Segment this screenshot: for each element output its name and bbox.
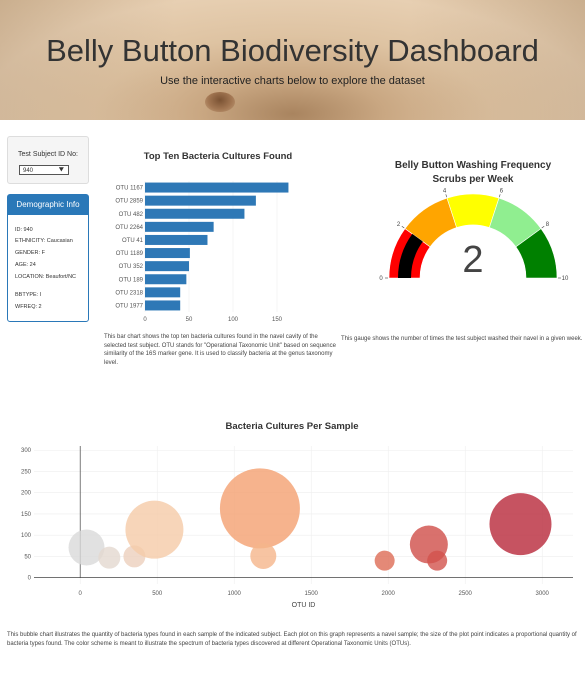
demo-location: LOCATION: Beaufort/NC bbox=[15, 274, 77, 280]
bubble-x-tick: 1000 bbox=[228, 591, 242, 597]
gauge-tick bbox=[445, 194, 448, 198]
bubble-chart-caption: This bubble chart illustrates the quanti… bbox=[7, 632, 577, 647]
selector-label: Test Subject ID No: bbox=[18, 151, 78, 158]
bar-category-label: OTU 189 bbox=[119, 277, 144, 283]
bubble-y-tick: 50 bbox=[24, 554, 31, 560]
demographic-panel: Demographic Info ID: 940 ETHNICITY: Cauc… bbox=[7, 194, 89, 322]
page-title: Belly Button Biodiversity Dashboard bbox=[46, 33, 539, 68]
demo-age: AGE: 24 bbox=[15, 262, 36, 268]
bar-mark bbox=[145, 208, 245, 219]
bubble-y-tick: 200 bbox=[21, 491, 32, 497]
bubble-point bbox=[427, 550, 448, 571]
bar-mark bbox=[145, 221, 214, 232]
bar-mark bbox=[145, 234, 208, 245]
gauge-band bbox=[515, 228, 558, 279]
bubble-point bbox=[125, 500, 184, 559]
bubble-y-tick: 150 bbox=[21, 512, 32, 518]
bar-mark bbox=[145, 261, 189, 272]
bubble-x-tick: 2500 bbox=[459, 591, 473, 597]
bar-category-label: OTU 2264 bbox=[115, 225, 143, 231]
bar-x-tick: 150 bbox=[272, 317, 283, 323]
demo-gender: GENDER: F bbox=[15, 250, 45, 256]
bubble-chart-title: Bacteria Cultures Per Sample bbox=[225, 421, 359, 432]
gauge-tick bbox=[401, 226, 405, 229]
header-shading bbox=[0, 0, 585, 120]
bar-chart[interactable]: 0 50 100 150 OTU 1167 OTU 2859 OTU 482 OTU 2264… bbox=[100, 178, 320, 330]
bubble-point bbox=[98, 546, 121, 569]
gauge-tick-label: 0 bbox=[379, 276, 383, 282]
bubble-x-tick: 1500 bbox=[305, 591, 319, 597]
demo-ethnicity: ETHNICITY: Caucasian bbox=[15, 238, 73, 244]
selected-value: 940 bbox=[23, 168, 34, 174]
gauge-tick bbox=[498, 194, 501, 198]
bubble-point bbox=[250, 542, 277, 569]
bar-category-label: OTU 1167 bbox=[116, 186, 144, 192]
bar-x-tick: 100 bbox=[228, 317, 239, 323]
header-banner: Belly Button Biodiversity Dashboard Use … bbox=[0, 0, 585, 120]
bar-x-tick: 0 bbox=[143, 317, 147, 323]
bar-mark bbox=[145, 300, 181, 311]
navel-image bbox=[205, 92, 235, 112]
bar-chart-title: Top Ten Bacteria Cultures Found bbox=[143, 151, 293, 162]
bubble-x-axis-label: OTU ID bbox=[292, 602, 316, 609]
bubble-point bbox=[219, 468, 300, 549]
bar-category-label: OTU 352 bbox=[119, 264, 144, 270]
bubble-x-tick: 0 bbox=[79, 591, 83, 597]
bubble-y-tick: 100 bbox=[21, 533, 32, 539]
demo-wfreq: WFREQ: 2 bbox=[15, 304, 42, 310]
bar-x-tick: 50 bbox=[186, 317, 193, 323]
gauge-value-bar bbox=[398, 233, 423, 278]
subject-selector-panel: Test Subject ID No: 940 ⯆ bbox=[7, 136, 89, 184]
bubble-y-tick: 250 bbox=[21, 469, 32, 475]
chevron-down-icon: ⯆ bbox=[57, 165, 65, 175]
bubble-point bbox=[374, 550, 395, 571]
page-subtitle: Use the interactive charts below to expl… bbox=[160, 75, 425, 87]
gauge-tick bbox=[541, 226, 545, 229]
gauge-value-number: 2 bbox=[462, 239, 483, 281]
gauge-tick-label: 8 bbox=[546, 222, 550, 228]
bubble-x-tick: 2000 bbox=[382, 591, 396, 597]
gauge-tick-label: 4 bbox=[443, 189, 447, 195]
bar-category-label: OTU 1189 bbox=[116, 251, 144, 257]
bar-category-label: OTU 2318 bbox=[115, 290, 143, 296]
gauge-tick-label: 6 bbox=[500, 189, 504, 195]
demo-id: ID: 940 bbox=[15, 227, 33, 233]
bar-mark bbox=[145, 182, 289, 193]
gauge-tick-label: 2 bbox=[397, 222, 401, 228]
bubble-y-tick: 0 bbox=[28, 576, 32, 582]
bar-category-label: OTU 1977 bbox=[115, 303, 143, 309]
bar-mark bbox=[145, 248, 190, 259]
bubble-x-tick: 500 bbox=[152, 591, 163, 597]
bubble-point bbox=[489, 493, 552, 556]
bubble-y-tick: 300 bbox=[21, 448, 32, 454]
bar-mark bbox=[145, 287, 181, 298]
gauge-chart[interactable]: 0 2 4 6 8 10 2 bbox=[365, 182, 580, 287]
gauge-tick-label: 10 bbox=[562, 276, 569, 282]
bubble-x-tick: 3000 bbox=[536, 591, 550, 597]
bar-category-label: OTU 482 bbox=[119, 212, 144, 218]
bar-category-label: OTU 2859 bbox=[115, 199, 143, 205]
gauge-caption: This gauge shows the number of times the… bbox=[341, 336, 583, 342]
bar-chart-caption: This bar chart shows the top ten bacteri… bbox=[104, 334, 336, 366]
demographic-title: Demographic Info bbox=[8, 195, 88, 215]
subject-id-select[interactable]: 940 ⯆ bbox=[19, 165, 69, 175]
bar-mark bbox=[145, 195, 256, 206]
gauge-title: Belly Button Washing Frequency bbox=[394, 160, 552, 171]
bubble-point bbox=[68, 529, 105, 566]
demo-bbtype: BBTYPE: I bbox=[15, 292, 42, 298]
gauge-subtitle: Scrubs per Week bbox=[432, 174, 514, 185]
bar-category-label: OTU 41 bbox=[122, 238, 144, 244]
bar-mark bbox=[145, 274, 187, 285]
